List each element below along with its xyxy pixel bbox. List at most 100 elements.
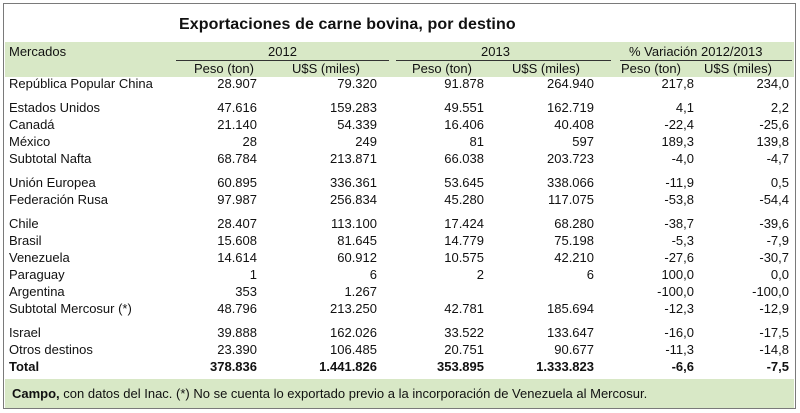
value-cell: -16,0 bbox=[664, 325, 694, 340]
value-cell: 2 bbox=[476, 267, 484, 282]
header-underline-variation bbox=[620, 60, 792, 61]
value-cell: 6 bbox=[586, 267, 594, 282]
footer-band bbox=[5, 379, 794, 408]
value-cell: 53.645 bbox=[444, 175, 484, 190]
value-cell: 256.834 bbox=[330, 192, 377, 207]
value-cell: 42.781 bbox=[444, 301, 484, 316]
value-cell: -7,5 bbox=[766, 359, 789, 374]
source-note-bold: Campo, bbox=[12, 386, 60, 401]
header-usd-2013: U$S (miles) bbox=[512, 61, 580, 76]
table-row: Israel 39.888 162.026 33.522 133.647 -16,0 -17… bbox=[9, 324, 789, 341]
value-cell: -11,9 bbox=[665, 175, 694, 190]
value-cell: 213.871 bbox=[330, 151, 377, 166]
table-row: Argentina 353 1.267 -100,0 -100,0 bbox=[9, 283, 789, 300]
value-cell: 42.210 bbox=[554, 250, 594, 265]
value-cell: -4,7 bbox=[766, 151, 789, 166]
table-row: Canadá 21.140 54.339 16.406 40.408 -22,4 -25,6 bbox=[9, 116, 789, 133]
value-cell: 597 bbox=[572, 134, 594, 149]
table-row: Paraguay 1 6 2 6 100,0 0,0 bbox=[9, 266, 789, 283]
spacer-cell bbox=[9, 317, 789, 324]
header-peso-variation: Peso (ton) bbox=[621, 61, 681, 76]
market-name-cell: Subtotal Mercosur (*) bbox=[9, 301, 132, 316]
value-cell: 16.406 bbox=[444, 117, 484, 132]
value-cell: 75.198 bbox=[554, 233, 594, 248]
value-cell: 68.280 bbox=[554, 216, 594, 231]
market-name-cell: Otros destinos bbox=[9, 342, 93, 357]
table-row: Subtotal Mercosur (*) 48.796 213.250 42.781… bbox=[9, 300, 789, 317]
table-frame: Exportaciones de carne bovina, por desti… bbox=[3, 3, 796, 409]
value-cell bbox=[484, 283, 594, 300]
value-cell: 353 bbox=[235, 284, 257, 299]
market-name-cell: Unión Europea bbox=[9, 175, 96, 190]
table-row: Unión Europea 60.895 336.361 53.645 338.066 -… bbox=[9, 174, 789, 191]
spacer-cell bbox=[9, 92, 789, 99]
header-mercados: Mercados bbox=[9, 44, 67, 59]
table-row: Chile 28.407 113.100 17.424 68.280 -38,7 -39,6 bbox=[9, 215, 789, 232]
source-note: Campo, con datos del Inac. (*) No se cue… bbox=[12, 386, 647, 401]
value-cell: 23.390 bbox=[217, 342, 257, 357]
table-row: Federación Rusa 97.987 256.834 45.280 117.07… bbox=[9, 191, 789, 208]
value-cell: 106.485 bbox=[330, 342, 377, 357]
value-cell: 189,3 bbox=[661, 134, 694, 149]
spacer-row bbox=[9, 317, 789, 324]
value-cell: 185.694 bbox=[547, 301, 594, 316]
value-cell: -53,8 bbox=[664, 192, 694, 207]
value-cell: 133.647 bbox=[547, 325, 594, 340]
table-row: Venezuela 14.614 60.912 10.575 42.210 -27,6 -3… bbox=[9, 249, 789, 266]
header-band bbox=[5, 42, 794, 77]
value-cell: 28 bbox=[242, 134, 257, 149]
value-cell: 336.361 bbox=[330, 175, 377, 190]
value-cell: 378.836 bbox=[210, 359, 257, 374]
value-cell: 213.250 bbox=[330, 301, 377, 316]
value-cell: 68.784 bbox=[217, 151, 257, 166]
header-usd-variation: U$S (miles) bbox=[704, 61, 772, 76]
header-usd-2012: U$S (miles) bbox=[292, 61, 360, 76]
value-cell: 6 bbox=[369, 267, 377, 282]
value-cell: 14.779 bbox=[444, 233, 484, 248]
value-cell: 91.878 bbox=[444, 76, 484, 91]
value-cell: 100,0 bbox=[661, 267, 694, 282]
value-cell: -39,6 bbox=[759, 216, 789, 231]
table-row: Subtotal Nafta 68.784 213.871 66.038 203.723… bbox=[9, 150, 789, 167]
table-row: Brasil 15.608 81.645 14.779 75.198 -5,3 -7,9 bbox=[9, 232, 789, 249]
value-cell: 81 bbox=[469, 134, 484, 149]
value-cell: 97.987 bbox=[217, 192, 257, 207]
value-cell: 60.912 bbox=[337, 250, 377, 265]
market-name-cell: Brasil bbox=[9, 233, 42, 248]
value-cell: -14,8 bbox=[759, 342, 789, 357]
value-cell: -25,6 bbox=[759, 117, 789, 132]
spacer-cell bbox=[9, 167, 789, 174]
value-cell: 1.267 bbox=[344, 284, 377, 299]
value-cell: -5,3 bbox=[671, 233, 694, 248]
value-cell: 54.339 bbox=[337, 117, 377, 132]
value-cell: -11,3 bbox=[665, 342, 694, 357]
market-name-cell: Paraguay bbox=[9, 267, 65, 282]
value-cell: -7,9 bbox=[766, 233, 789, 248]
market-name-cell: Federación Rusa bbox=[9, 192, 108, 207]
header-peso-2013: Peso (ton) bbox=[412, 61, 472, 76]
market-name-cell: Subtotal Nafta bbox=[9, 151, 92, 166]
value-cell: 60.895 bbox=[217, 175, 257, 190]
value-cell: 353.895 bbox=[437, 359, 484, 374]
table-row: México 28 249 81 597 189,3 139,8 bbox=[9, 133, 789, 150]
value-cell: 66.038 bbox=[444, 151, 484, 166]
value-cell: 20.751 bbox=[444, 342, 484, 357]
value-cell: 162.026 bbox=[330, 325, 377, 340]
value-cell: -4,0 bbox=[671, 151, 694, 166]
value-cell: 47.616 bbox=[217, 100, 257, 115]
table-row: República Popular China 28.907 79.320 91.87… bbox=[9, 75, 789, 92]
value-cell: 21.140 bbox=[217, 117, 257, 132]
value-cell: -100,0 bbox=[657, 284, 694, 299]
value-cell: 28.907 bbox=[217, 76, 257, 91]
value-cell: 2,2 bbox=[770, 100, 789, 115]
spacer-cell bbox=[9, 208, 789, 215]
value-cell: 40.408 bbox=[554, 117, 594, 132]
header-peso-2012: Peso (ton) bbox=[194, 61, 254, 76]
header-underline-2013 bbox=[396, 60, 611, 61]
value-cell: 117.075 bbox=[547, 192, 594, 207]
spacer-row bbox=[9, 208, 789, 215]
value-cell: 15.608 bbox=[217, 233, 257, 248]
value-cell: 79.320 bbox=[337, 76, 377, 91]
value-cell: 1.333.823 bbox=[536, 359, 594, 374]
source-note-text: con datos del Inac. (*) No se cuenta lo … bbox=[59, 386, 648, 401]
